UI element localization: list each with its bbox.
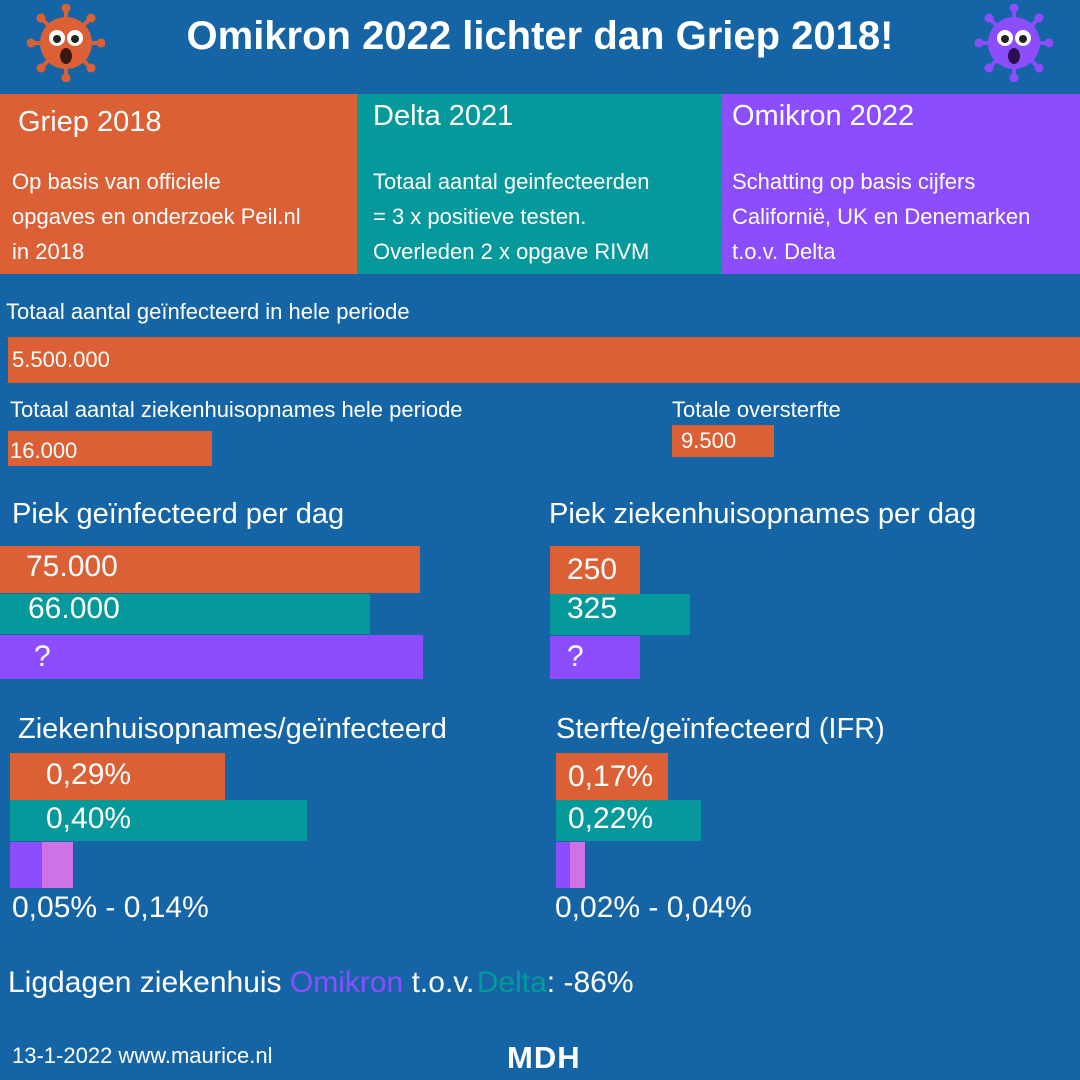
ligdagen-omikron: Omikron [289, 966, 404, 999]
bar-total-infected-griep [8, 337, 1080, 383]
page-title: Omikron 2022 lichter dan Griep 2018! [186, 14, 894, 58]
value-label: 16.000 [10, 438, 78, 463]
bar-peak-hospital-omikron [550, 636, 640, 679]
total-excess-label: Totale oversterfte [672, 397, 841, 422]
total-hospital-label: Totaal aantal ziekenhuisopnames hele per… [10, 397, 463, 422]
bar-hospital-ratio-delta [10, 800, 307, 841]
value-label: 0,02% - 0,04% [555, 891, 752, 924]
value-label: ? [567, 640, 584, 673]
value-label: 9.500 [681, 428, 737, 453]
ligdagen-delta: Delta [476, 966, 547, 999]
panel-heading: Griep 2018 [18, 106, 162, 138]
value-label: 0,40% [46, 802, 132, 835]
value-label: 0,22% [568, 802, 654, 835]
panel-heading: Omikron 2022 [732, 100, 915, 132]
shocked-virus-purple-icon [974, 3, 1054, 83]
ligdagen-suffix: : -86% [546, 966, 634, 999]
value-label: ? [34, 640, 51, 673]
bar-ifr-griep [556, 753, 668, 800]
footer-date-site: 13-1-2022 www.maurice.nl [12, 1043, 273, 1068]
mdh-logo: MDH [507, 1040, 581, 1075]
value-label: 0,17% [568, 760, 654, 793]
panel-delta-2021: Delta 2021 Totaal aantal geinfecteerden … [357, 94, 722, 274]
panel-omikron-2022: Omikron 2022 Schatting op basis cijfers … [722, 94, 1080, 274]
bar-ifr-omikron-high [570, 842, 585, 888]
value-label: 325 [567, 592, 618, 625]
value-label: 250 [567, 553, 618, 586]
ligdagen-tov: t.o.v. [411, 966, 475, 999]
peak-hospital-label: Piek ziekenhuisopnames per dag [549, 498, 977, 530]
hospital-ratio-label: Ziekenhuisopnames/geïnfecteerd [18, 713, 447, 745]
bar-peak-infected-delta [0, 594, 370, 634]
bar-ifr-omikron-low [556, 842, 570, 888]
panel-description: Op basis van officiele opgaves en onderz… [12, 169, 301, 264]
ligdagen-prefix: Ligdagen ziekenhuis [8, 966, 282, 999]
bar-hospital-ratio-griep [10, 753, 225, 800]
panel-griep-2018: Griep 2018 Op basis van officiele opgave… [0, 94, 357, 274]
bar-peak-infected-omikron [0, 635, 423, 679]
bar-ifr-delta [556, 800, 701, 841]
bar-peak-infected-griep [0, 546, 420, 593]
panel-heading: Delta 2021 [373, 100, 514, 132]
total-infected-label: Totaal aantal geïnfecteerd in hele perio… [6, 299, 410, 324]
shocked-virus-orange-icon [26, 3, 106, 83]
value-label: 0,29% [46, 758, 132, 791]
bar-hospital-ratio-omikron-low [10, 842, 42, 888]
ifr-label: Sterfte/geïnfecteerd (IFR) [556, 713, 885, 745]
bar-total-hospital-griep [8, 431, 212, 466]
ligdagen-statement: Ligdagen ziekenhuis Omikron t.o.v. Delta… [8, 966, 634, 1000]
panel-description: Schatting op basis cijfers Californië, U… [732, 169, 1031, 264]
panel-description: Totaal aantal geinfecteerden = 3 x posit… [373, 169, 650, 264]
peak-infected-label: Piek geïnfecteerd per dag [12, 498, 345, 530]
value-label: 75.000 [26, 550, 118, 583]
value-label: 5.500.000 [12, 347, 110, 372]
bar-excess-deaths-griep [672, 425, 774, 457]
bar-peak-hospital-griep [550, 546, 640, 594]
value-label: 0,05% - 0,14% [12, 891, 209, 924]
value-label: 66.000 [28, 592, 120, 625]
bar-peak-hospital-delta [550, 594, 690, 635]
bar-hospital-ratio-omikron-high [42, 842, 73, 888]
